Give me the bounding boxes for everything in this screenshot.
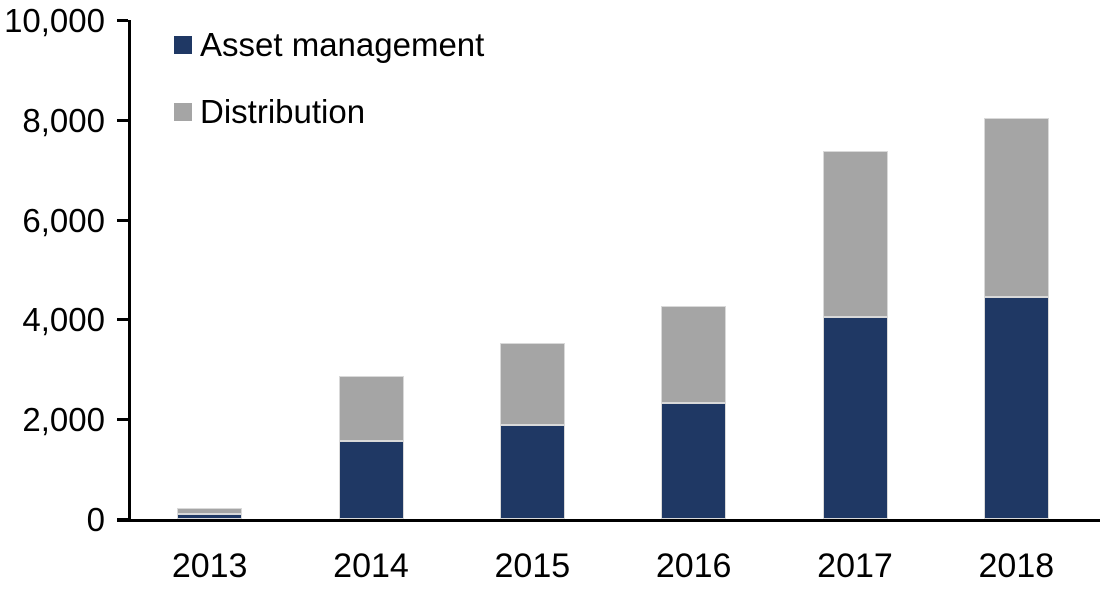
y-tick-label-10000: 10,000: [4, 2, 105, 39]
y-tick-label-0: 0: [86, 501, 105, 538]
y-tick-2000: [117, 418, 128, 422]
x-axis-label-2014: 2014: [333, 547, 409, 585]
legend-item-distribution: Distribution: [174, 94, 365, 130]
bar-segment-distribution-2015: [499, 343, 565, 426]
y-tick-6000: [117, 218, 128, 222]
bar-segment-asset-management-2015: [499, 425, 565, 519]
x-axis-label-2018: 2018: [978, 547, 1055, 585]
y-tick-label-4000: 4,000: [22, 301, 105, 339]
bar-segment-asset-management-2017: [822, 316, 888, 519]
y-tick-8000: [117, 118, 128, 122]
bar-segment-asset-management-2018: [983, 297, 1049, 519]
y-tick-0: [117, 518, 128, 521]
bar-segment-distribution-2014: [338, 375, 404, 441]
y-tick-4000: [117, 318, 128, 322]
bar-segment-distribution-2018: [983, 118, 1049, 298]
x-axis-label-2015: 2015: [494, 547, 571, 585]
x-axis-label-2016: 2016: [655, 547, 732, 585]
x-axis-label-2013: 2013: [171, 547, 248, 585]
x-axis-label-2017: 2017: [817, 547, 893, 585]
distribution-swatch-icon: [174, 103, 192, 121]
bar-segment-distribution-2016: [661, 306, 727, 404]
bar-segment-distribution-2017: [822, 150, 888, 317]
y-axis-line: [128, 20, 131, 522]
x-axis-line: [117, 519, 1100, 522]
y-tick-10000: [117, 19, 128, 22]
legend-label-asset-management: Asset management: [200, 26, 485, 63]
y-tick-label-8000: 8,000: [22, 101, 105, 139]
legend-item-asset-management: Asset management: [174, 27, 484, 63]
bar-segment-asset-management-2016: [661, 403, 727, 519]
legend-label-distribution: Distribution: [200, 93, 366, 130]
asset-management-swatch-icon: [174, 36, 192, 54]
bar-segment-asset-management-2014: [338, 440, 404, 519]
y-tick-label-6000: 6,000: [22, 201, 105, 239]
bar-segment-asset-management-2013: [177, 514, 243, 519]
y-tick-label-2000: 2,000: [22, 401, 105, 439]
bar-segment-distribution-2013: [177, 508, 243, 514]
